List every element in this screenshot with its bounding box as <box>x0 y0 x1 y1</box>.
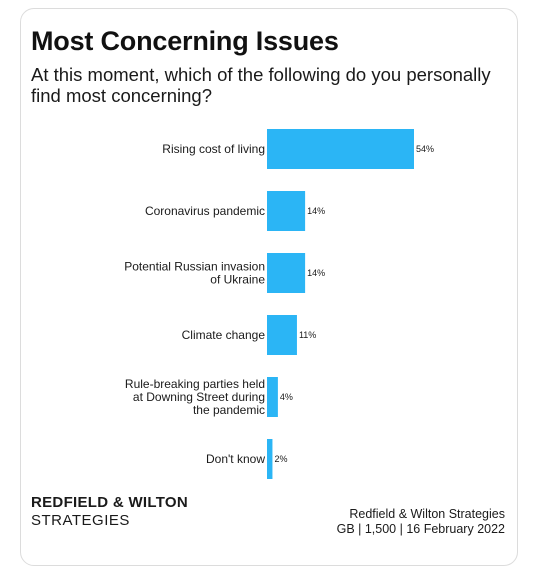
bar-1 <box>267 191 306 231</box>
bar-2 <box>267 253 306 293</box>
source-line-1: Redfield & Wilton Strategies <box>349 507 505 521</box>
bar-value-label-2: 14% <box>307 268 325 278</box>
bar-3 <box>267 315 297 355</box>
category-label-1: Coronavirus pandemic <box>145 204 265 218</box>
logo-line-1: REDFIELD & WILTON <box>31 494 189 511</box>
bar-value-label-0: 54% <box>416 144 434 154</box>
chart-subtitle: At this moment, which of the following d… <box>31 64 491 106</box>
chart-title: Most Concerning Issues <box>31 26 339 56</box>
bar-4 <box>267 377 278 417</box>
category-label-4: Rule-breaking parties held at Downing Str… <box>125 377 265 417</box>
bar-value-label-5: 2% <box>274 454 287 464</box>
bar-value-label-3: 11% <box>299 330 316 340</box>
category-label-2: Potential Russian invasion of Ukraine <box>124 260 265 287</box>
bar-5 <box>267 439 273 479</box>
source-line-2: GB | 1,500 | 16 February 2022 <box>336 522 505 536</box>
logo-line-2: STRATEGIES <box>31 512 130 529</box>
brand-logo: REDFIELD & WILTON STRATEGIES <box>31 494 188 530</box>
bar-0 <box>267 129 414 169</box>
category-label-5: Don't know <box>206 452 265 466</box>
source-note: Redfield & Wilton Strategies GB | 1,500 … <box>337 507 505 537</box>
bar-value-label-4: 4% <box>280 392 293 402</box>
category-label-0: Rising cost of living <box>162 142 265 156</box>
category-label-3: Climate change <box>182 328 266 342</box>
bar-value-label-1: 14% <box>307 206 325 216</box>
bar-chart: 54% Rising cost of living 14% Coronavirus p… <box>124 129 434 479</box>
